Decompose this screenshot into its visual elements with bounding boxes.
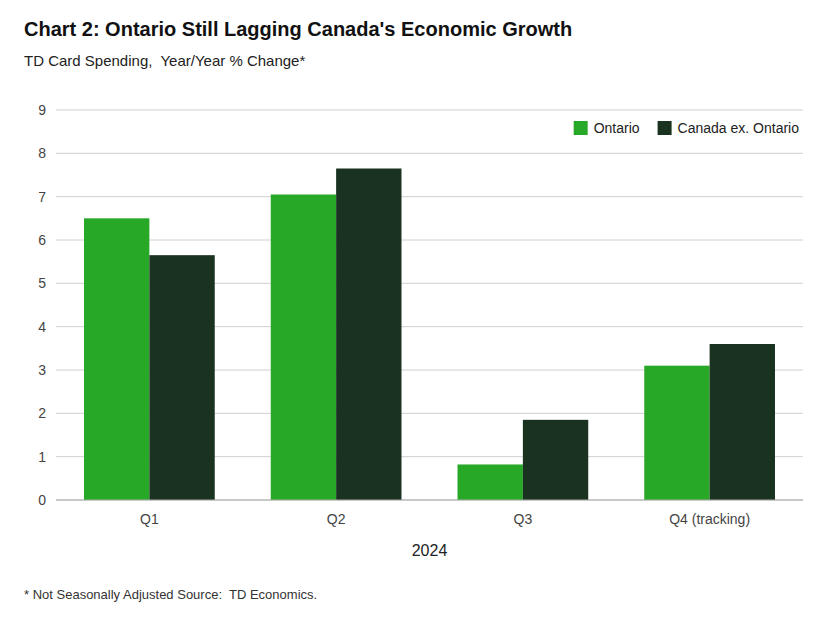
bar: [644, 366, 709, 500]
x-axis-label: 2024: [412, 542, 448, 559]
grid: [56, 110, 803, 500]
x-axis-line: [56, 500, 803, 501]
bar: [523, 420, 588, 500]
y-axis: 0 1 2 3 4 5 6 7 8 9: [38, 102, 46, 508]
x-tick-label: Q4 (tracking): [669, 511, 750, 527]
grid-line: [56, 500, 803, 501]
grid-line: [56, 240, 803, 241]
y-tick-label: 5: [38, 275, 46, 291]
y-tick-label: 9: [38, 102, 46, 118]
y-tick-label: 1: [38, 449, 46, 465]
x-tick-label: Q3: [514, 511, 533, 527]
legend-item: Ontario: [574, 120, 640, 136]
bar: [458, 464, 523, 500]
legend-label: Canada ex. Ontario: [678, 120, 800, 136]
y-tick-label: 4: [38, 319, 46, 335]
legend-item: Canada ex. Ontario: [658, 120, 800, 136]
y-tick-label: 3: [38, 362, 46, 378]
background: [0, 0, 827, 617]
y-tick-label: 7: [38, 189, 46, 205]
bars: [84, 169, 775, 501]
legend-label: Ontario: [594, 120, 640, 136]
title: Chart 2: Ontario Still Lagging Canada's …: [24, 18, 572, 40]
chart: Chart 2: Ontario Still Lagging Canada's …: [0, 0, 827, 617]
grid-line: [56, 153, 803, 154]
legend-swatch: [658, 121, 672, 135]
bar: [149, 255, 214, 500]
y-tick-label: 2: [38, 405, 46, 421]
footnote: * Not Seasonally Adjusted Source: TD Eco…: [24, 587, 317, 602]
legend: Ontario Canada ex. Ontario: [574, 120, 800, 136]
x-axis: Q1 Q2 Q3 Q4 (tracking) 2024: [56, 500, 803, 559]
grid-line: [56, 110, 803, 111]
bar: [710, 344, 775, 500]
y-tick-label: 8: [38, 145, 46, 161]
subtitle: TD Card Spending, Year/Year % Change*: [24, 52, 305, 69]
bar: [271, 195, 336, 501]
x-tick-label: Q1: [140, 511, 159, 527]
x-tick-label: Q2: [327, 511, 346, 527]
legend-swatch: [574, 121, 588, 135]
bar: [336, 169, 401, 501]
chart-container: Chart 2: Ontario Still Lagging Canada's …: [0, 0, 827, 617]
grid-line: [56, 196, 803, 197]
y-tick-label: 6: [38, 232, 46, 248]
bar: [84, 218, 149, 500]
y-tick-label: 0: [38, 492, 46, 508]
